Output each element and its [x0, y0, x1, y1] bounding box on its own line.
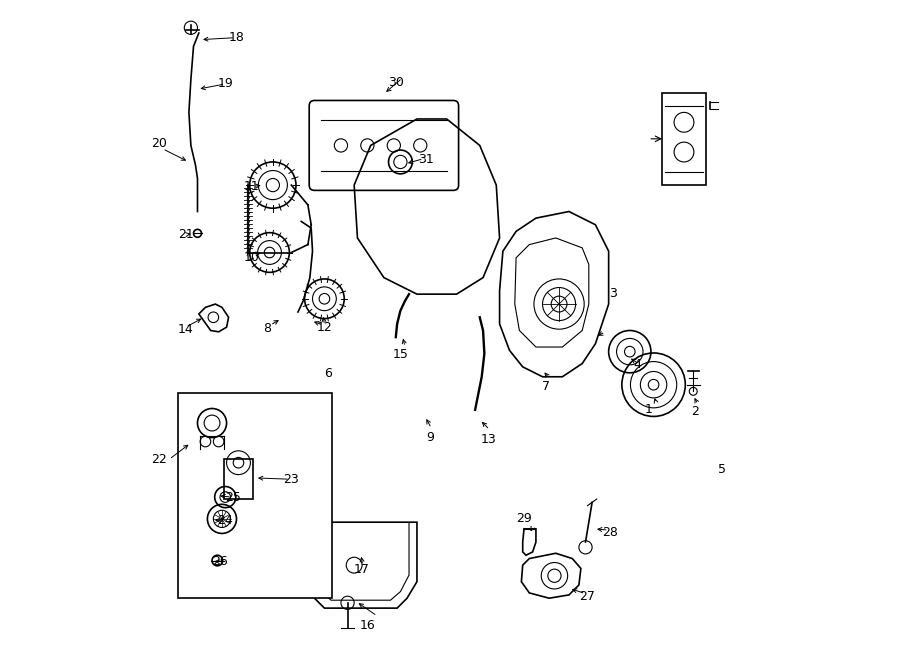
- Text: 20: 20: [151, 137, 167, 150]
- Text: 23: 23: [284, 473, 299, 486]
- Text: 10: 10: [244, 251, 259, 264]
- Text: 29: 29: [517, 512, 532, 525]
- Text: 13: 13: [481, 433, 496, 446]
- Text: 2: 2: [690, 405, 698, 418]
- Text: 14: 14: [177, 323, 194, 336]
- Text: 8: 8: [264, 322, 272, 335]
- Text: 5: 5: [717, 463, 725, 476]
- Bar: [224, 459, 253, 499]
- Text: 17: 17: [355, 563, 370, 576]
- Text: 18: 18: [229, 31, 245, 44]
- Bar: [662, 93, 706, 185]
- Text: 28: 28: [602, 525, 618, 539]
- Bar: [177, 393, 332, 598]
- Text: 6: 6: [324, 367, 332, 380]
- FancyBboxPatch shape: [310, 100, 459, 190]
- Text: 4: 4: [634, 358, 642, 371]
- Text: 31: 31: [418, 153, 434, 167]
- Text: 11: 11: [244, 180, 259, 193]
- Text: 24: 24: [217, 514, 233, 527]
- Text: 26: 26: [212, 555, 228, 568]
- Text: 7: 7: [542, 380, 550, 393]
- Text: 25: 25: [225, 490, 241, 504]
- Text: 1: 1: [644, 403, 652, 416]
- Text: 22: 22: [151, 453, 167, 466]
- Text: 21: 21: [177, 228, 194, 241]
- Text: 19: 19: [217, 77, 233, 91]
- Text: 30: 30: [388, 76, 404, 89]
- Text: 15: 15: [392, 348, 409, 362]
- Text: 16: 16: [359, 619, 375, 633]
- Text: 27: 27: [579, 590, 595, 603]
- Text: 12: 12: [317, 321, 332, 334]
- Text: 3: 3: [608, 287, 617, 300]
- Text: 9: 9: [427, 431, 434, 444]
